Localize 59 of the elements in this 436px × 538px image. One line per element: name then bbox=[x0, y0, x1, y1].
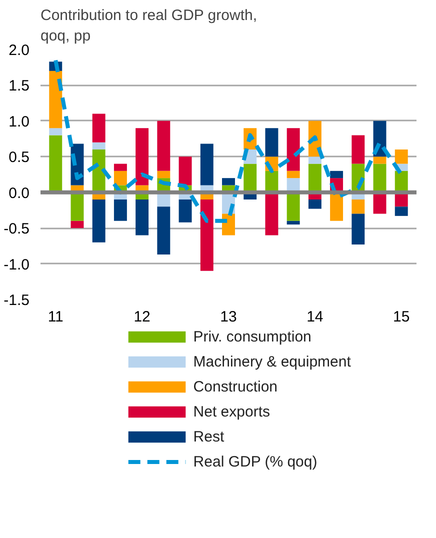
legend-label: Real GDP (% qoq) bbox=[193, 454, 318, 470]
y-tick-label: 0.0 bbox=[8, 184, 30, 202]
bar bbox=[286, 220, 300, 224]
y-tick-label: 1.0 bbox=[8, 113, 30, 130]
y-tick-label: -0.5 bbox=[4, 220, 30, 238]
bar bbox=[308, 164, 322, 192]
bar bbox=[157, 206, 170, 254]
bar bbox=[157, 120, 170, 171]
bar bbox=[308, 156, 322, 164]
bar bbox=[244, 164, 257, 192]
bar bbox=[330, 170, 344, 178]
bar bbox=[136, 200, 149, 236]
bar bbox=[114, 164, 127, 171]
bar bbox=[265, 192, 278, 236]
bar bbox=[286, 128, 300, 171]
bar bbox=[265, 128, 278, 157]
bar bbox=[49, 70, 62, 128]
bar bbox=[394, 206, 408, 216]
bar bbox=[200, 144, 214, 186]
legend-label: Construction bbox=[193, 378, 278, 396]
bar bbox=[286, 170, 300, 178]
bar bbox=[49, 128, 62, 136]
bar bbox=[178, 200, 192, 222]
legend-label: Priv. consumption bbox=[193, 328, 312, 346]
x-tick-label: 11 bbox=[48, 308, 64, 326]
x-tick-label: 14 bbox=[306, 308, 324, 326]
y-tick-label: 2.0 bbox=[8, 42, 30, 59]
bar bbox=[352, 200, 365, 214]
bar bbox=[114, 200, 127, 221]
bar bbox=[308, 200, 322, 209]
chart-title: Contribution to real GDP growth, qoq, pp bbox=[40, 7, 257, 44]
legend-label: Rest bbox=[193, 428, 225, 446]
x-tick-label: 15 bbox=[393, 308, 410, 326]
line-series bbox=[54, 58, 404, 223]
bar bbox=[373, 156, 386, 164]
bar bbox=[222, 178, 235, 186]
bar bbox=[178, 156, 192, 186]
x-tick-label: 12 bbox=[134, 308, 150, 326]
bar bbox=[394, 150, 408, 164]
bar bbox=[286, 192, 300, 221]
bar bbox=[352, 214, 365, 244]
bar bbox=[157, 170, 170, 178]
y-tick-label: -1.0 bbox=[4, 256, 30, 274]
bar bbox=[92, 114, 106, 142]
bar bbox=[136, 128, 149, 186]
y-tick-label: 0.5 bbox=[8, 149, 30, 166]
bar bbox=[200, 200, 214, 271]
y-tick-label: 1.5 bbox=[8, 78, 30, 95]
bar bbox=[70, 220, 84, 228]
y-tick-label: -1.5 bbox=[4, 292, 30, 309]
bar bbox=[92, 200, 106, 242]
bar bbox=[330, 192, 344, 221]
bar bbox=[114, 170, 127, 186]
x-tick-label: 13 bbox=[220, 308, 237, 326]
bar bbox=[49, 135, 62, 192]
legend-label: Net exports bbox=[193, 404, 270, 420]
bar bbox=[92, 142, 106, 150]
bar bbox=[352, 135, 365, 164]
legend-label: Machinery & equipment bbox=[193, 354, 352, 370]
